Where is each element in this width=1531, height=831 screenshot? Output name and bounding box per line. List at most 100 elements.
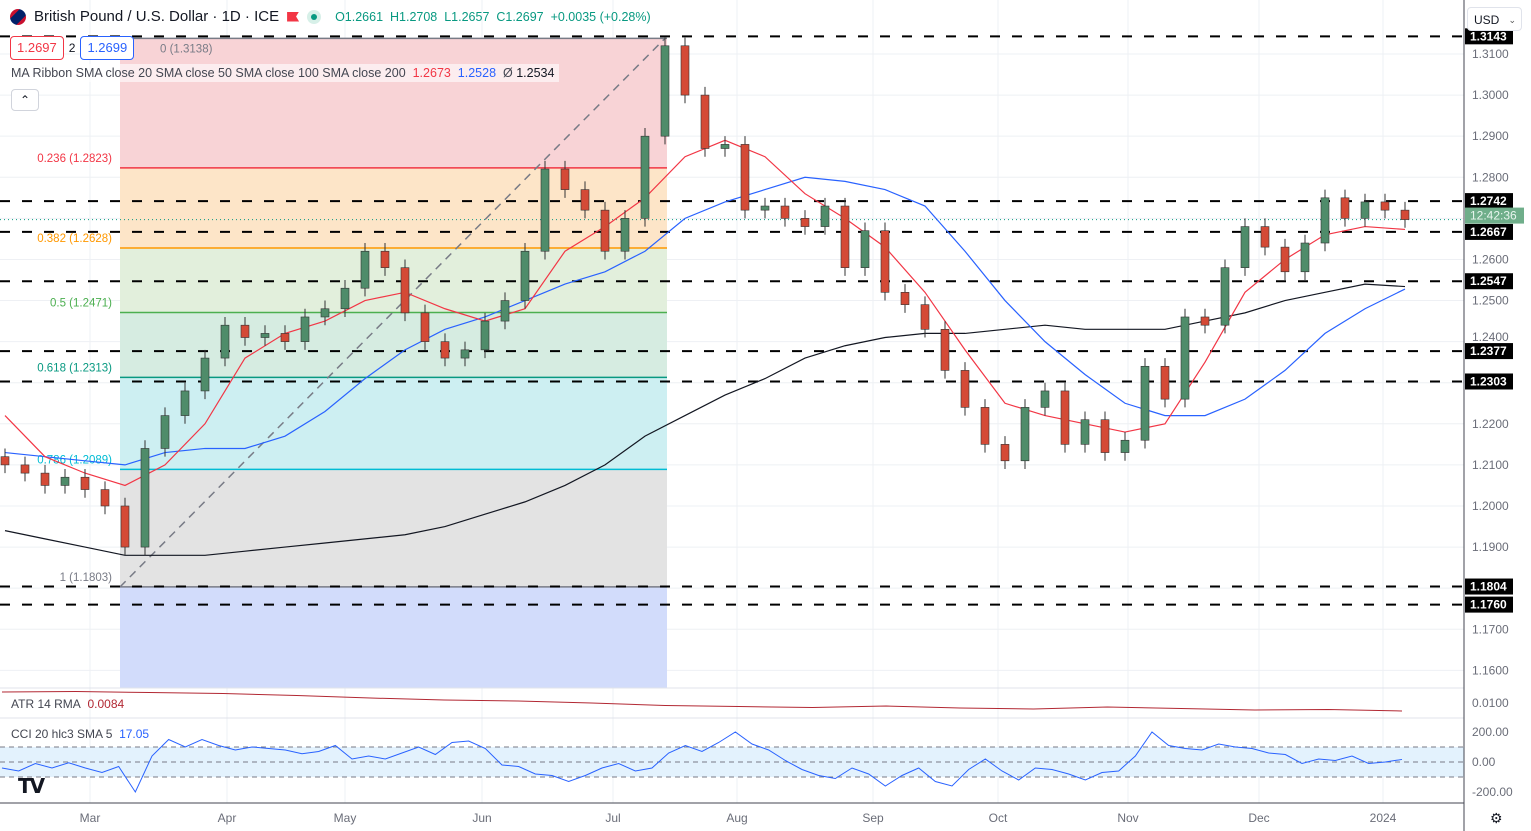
level-price-label: 1.1760 xyxy=(1470,598,1507,612)
collapse-legend-button[interactable]: ⌃ xyxy=(11,89,39,111)
level-price-tag xyxy=(1465,273,1513,290)
candle-down xyxy=(1340,197,1350,219)
price-tick: 1.3100 xyxy=(1472,47,1509,61)
fib-zone xyxy=(120,38,667,168)
candle-down xyxy=(1380,201,1390,211)
fib-zone xyxy=(120,312,667,378)
fib-zone xyxy=(120,247,667,313)
candle-down xyxy=(1160,365,1170,400)
candle-down xyxy=(420,312,430,342)
candle-down xyxy=(1060,390,1070,445)
candle-down xyxy=(20,464,30,474)
cci-tick: 0.00 xyxy=(1472,755,1496,769)
fib-zone xyxy=(120,377,667,470)
candle-up xyxy=(1320,197,1330,244)
candle-up xyxy=(360,250,370,289)
candle-down xyxy=(980,407,990,445)
candle-down xyxy=(740,144,750,211)
fibonacci-retracement: 0 (1.3138) 0.236 (1.2823) 0.382 (1.2628) 0.… xyxy=(37,37,667,688)
candle-down xyxy=(1100,419,1110,453)
fib-level-label: 0.382 (1.2628) xyxy=(37,233,112,245)
settings-icon[interactable]: ⚙ xyxy=(1490,810,1503,826)
cci-line xyxy=(1,731,1403,794)
price-tick: 1.2100 xyxy=(1472,458,1509,472)
candle-up xyxy=(1140,365,1150,441)
fib-extension-zone xyxy=(120,586,667,688)
candle-down xyxy=(440,341,450,359)
currency-select[interactable]: USD ⌄ xyxy=(1467,7,1522,31)
candle-down xyxy=(940,329,950,371)
fib-zone xyxy=(120,167,667,248)
candle-up xyxy=(820,205,830,227)
symbol-title[interactable]: British Pound / U.S. Dollar · 1D · ICE xyxy=(34,8,280,25)
candle-up xyxy=(720,144,730,149)
fib-level-label: 0.236 (1.2823) xyxy=(37,153,112,165)
price-tick: 1.2400 xyxy=(1472,330,1509,344)
horizontal-levels xyxy=(0,35,1464,606)
time-tick: Mar xyxy=(80,811,101,825)
price-tick: 1.1700 xyxy=(1472,622,1509,636)
price-axis: 1.3100 1.3000 1.2900 1.2800 1.2600 1.2500 1.24… xyxy=(1463,0,1531,831)
sell-price-button[interactable]: 1.2697 xyxy=(10,36,64,60)
fib-level-label: 0.5 (1.2471) xyxy=(50,297,112,309)
fib-level-label: 0.786 (1.2089) xyxy=(37,454,112,466)
sma-50-line xyxy=(4,176,1406,466)
candle-up xyxy=(620,218,630,252)
time-tick: Dec xyxy=(1248,811,1269,825)
candle-down xyxy=(40,472,50,486)
countdown-label: 12:42:36 xyxy=(1470,209,1517,223)
spread-value: 2 xyxy=(68,41,76,55)
candle-down xyxy=(120,505,130,548)
cci-legend[interactable]: CCI 20 hlc3 SMA 5 17.05 xyxy=(11,727,150,741)
tradingview-logo[interactable]: TV xyxy=(18,774,45,798)
candle-up xyxy=(200,357,210,392)
candle-up xyxy=(340,287,350,310)
candle-up xyxy=(300,316,310,342)
price-tick: 1.1900 xyxy=(1472,540,1509,554)
time-axis: Mar Apr May Jun Jul Aug Sep Oct Nov Dec 2024 xyxy=(80,811,1397,825)
candle-up xyxy=(60,476,70,486)
candle-down xyxy=(240,324,250,338)
time-tick: Aug xyxy=(726,811,747,825)
flag-marker-icon[interactable] xyxy=(287,11,300,22)
candle-down xyxy=(0,456,10,466)
candlesticks xyxy=(0,37,1410,556)
fib-level-label: 0.618 (1.2313) xyxy=(37,362,112,374)
time-tick: Oct xyxy=(989,811,1008,825)
candle-up xyxy=(640,135,650,219)
candle-up xyxy=(1180,316,1190,400)
atr-legend[interactable]: ATR 14 RMA 0.0084 xyxy=(11,697,125,711)
candle-down xyxy=(280,333,290,342)
buy-price-button[interactable]: 1.2699 xyxy=(80,36,135,60)
time-tick: Apr xyxy=(218,811,237,825)
candle-down xyxy=(900,292,910,305)
candle-down xyxy=(960,370,970,408)
candle-down xyxy=(100,489,110,507)
candle-up xyxy=(660,45,670,137)
countdown-tag xyxy=(1465,207,1524,224)
level-price-tag xyxy=(1465,343,1513,360)
candle-up xyxy=(1300,242,1310,273)
candle-up xyxy=(1220,267,1230,326)
level-price-tag xyxy=(1465,596,1513,613)
level-price-label: 1.2742 xyxy=(1470,194,1507,208)
level-price-tag xyxy=(1465,28,1513,45)
level-price-label: 1.2377 xyxy=(1470,344,1507,358)
fib-level-label: 0 (1.3138) xyxy=(160,43,213,55)
candle-down xyxy=(600,209,610,252)
candle-up xyxy=(1240,226,1250,268)
candle-up xyxy=(1020,407,1030,462)
fib-trend-line xyxy=(119,37,666,588)
price-axis-bg xyxy=(1464,0,1531,831)
price-tick: 1.2600 xyxy=(1472,252,1509,266)
candle-up xyxy=(220,324,230,359)
market-open-icon xyxy=(307,9,322,24)
candle-down xyxy=(580,189,590,211)
ma-ribbon-legend[interactable]: MA Ribbon SMA close 20 SMA close 50 SMA … xyxy=(6,64,560,82)
cci-tick: 200.00 xyxy=(1472,725,1509,739)
candle-down xyxy=(1260,226,1270,248)
time-tick: Jun xyxy=(472,811,491,825)
level-price-tag xyxy=(1465,578,1513,595)
indicator-panes xyxy=(0,687,1531,804)
